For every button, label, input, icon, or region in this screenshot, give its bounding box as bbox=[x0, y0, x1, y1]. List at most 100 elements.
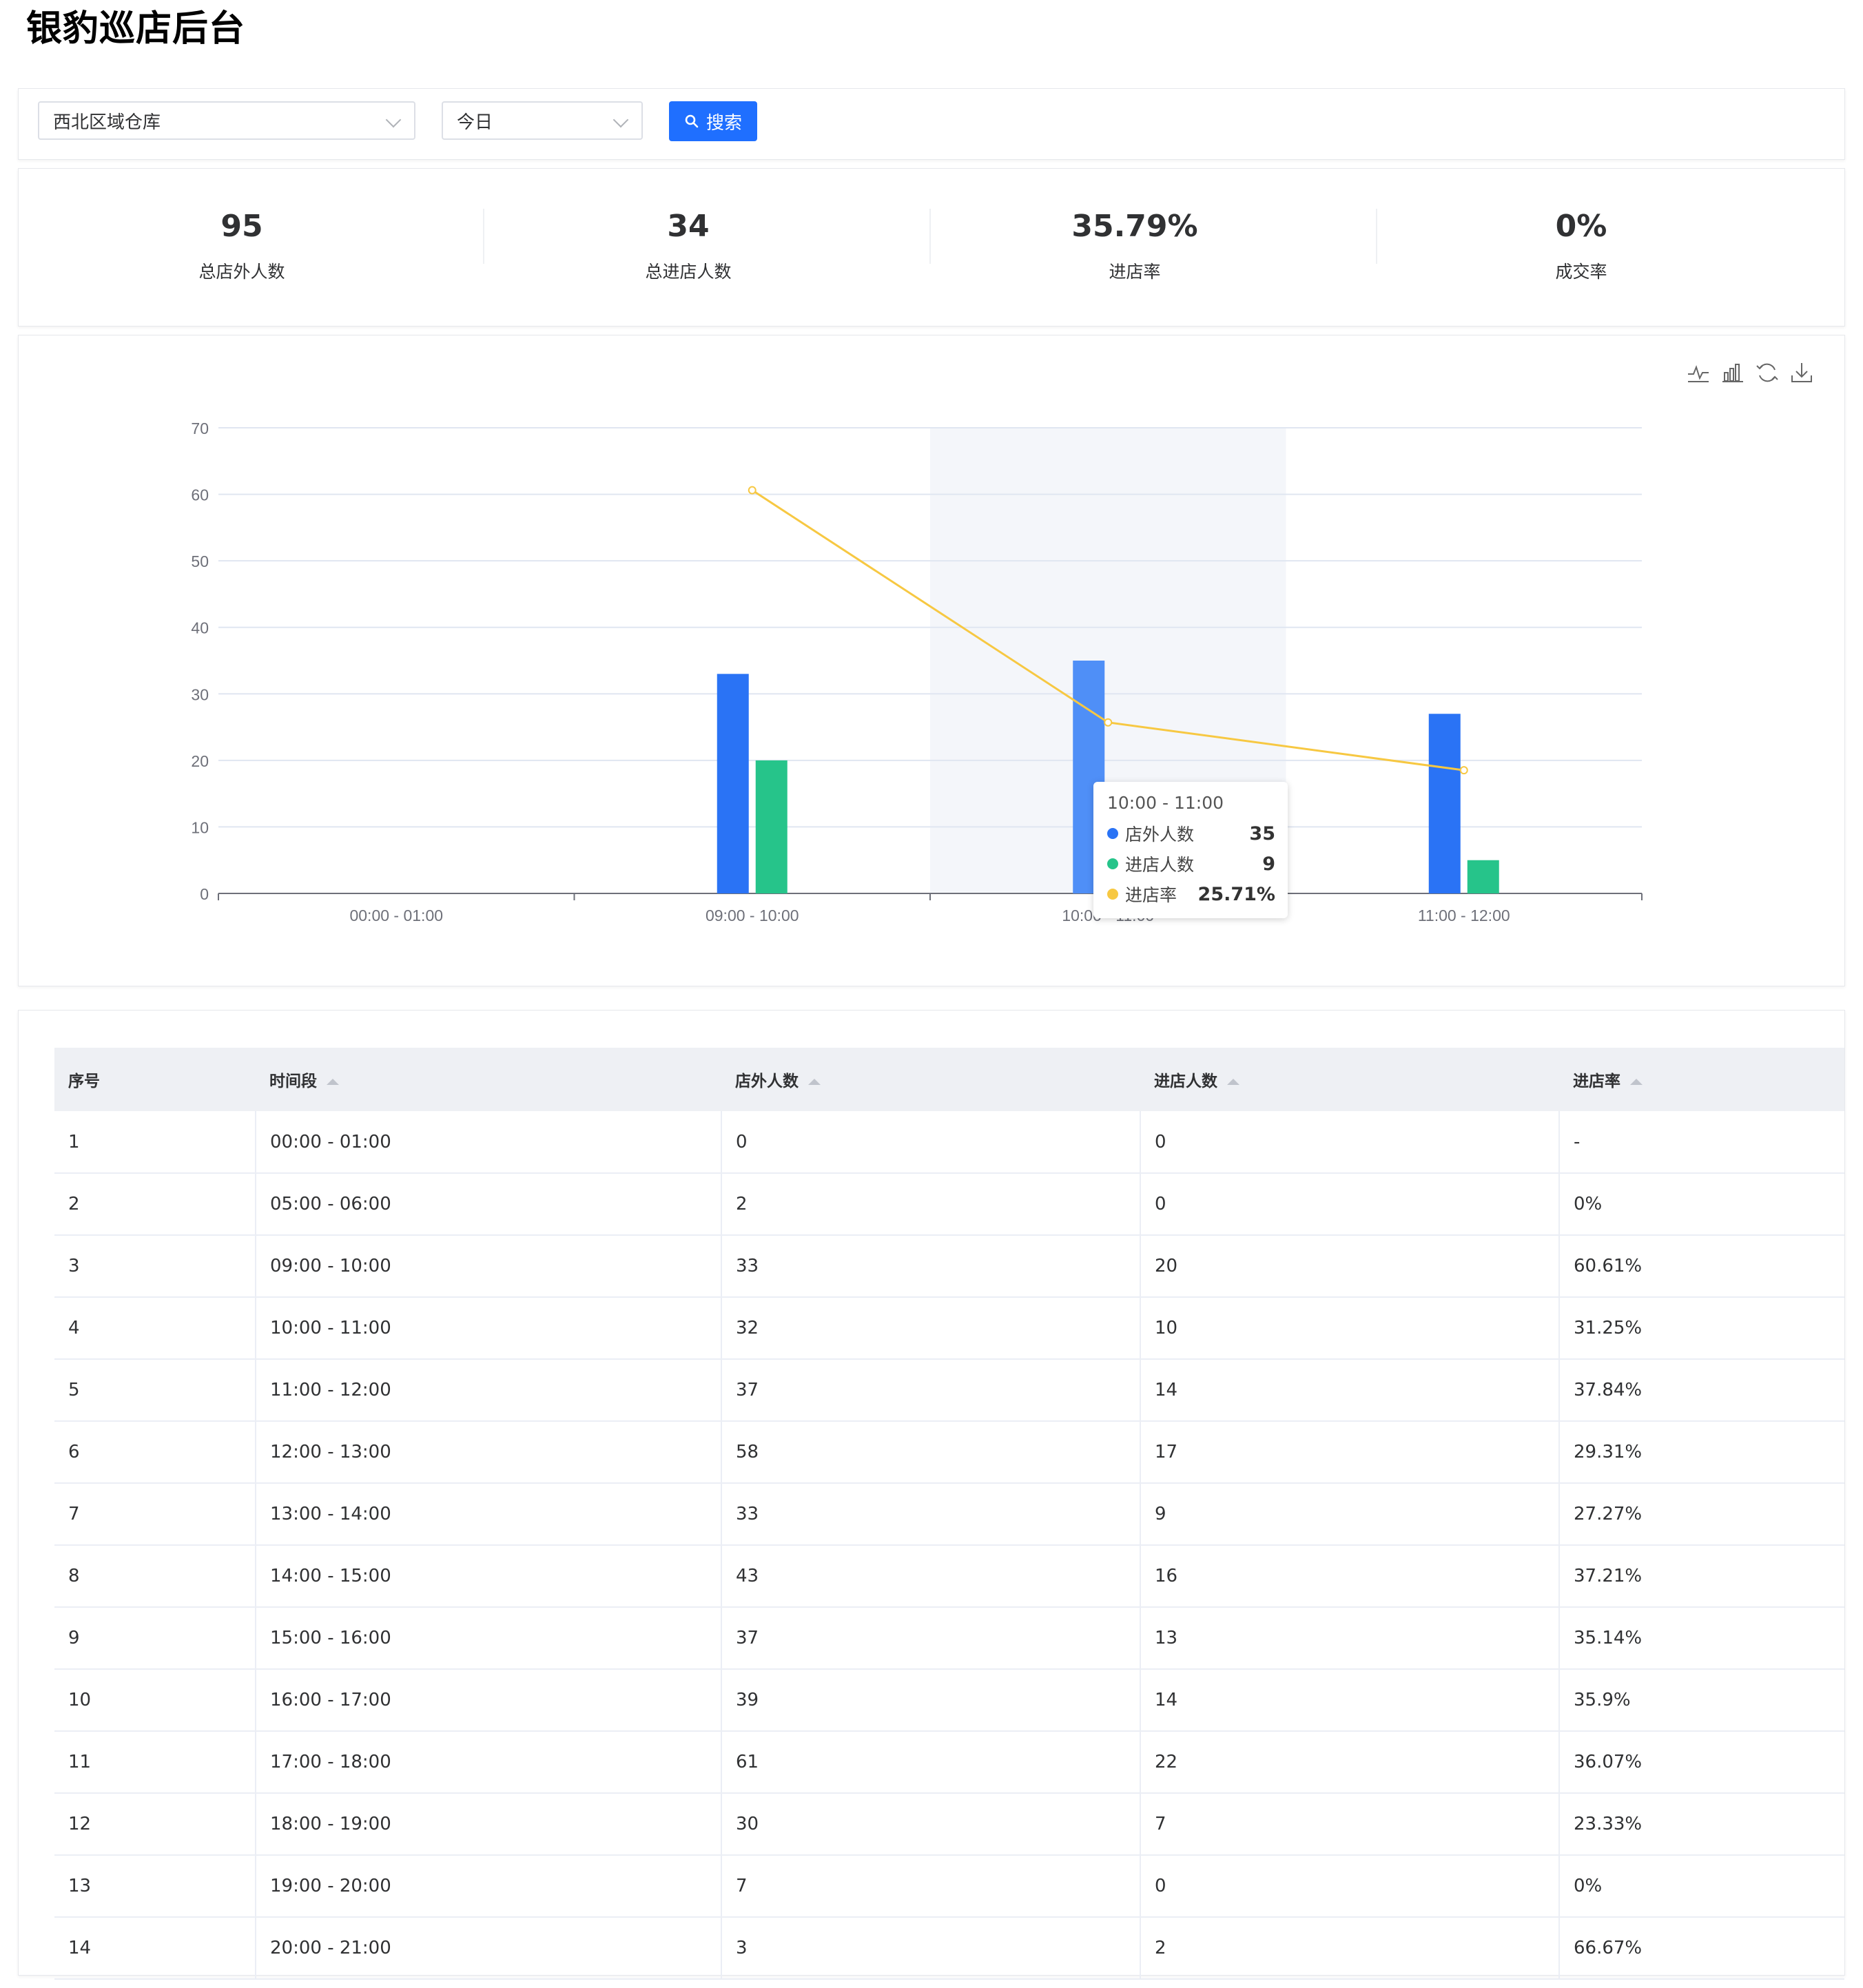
cell-outside: 37 bbox=[721, 1607, 1140, 1670]
cell-outside: 32 bbox=[721, 1297, 1140, 1360]
column-header-time[interactable]: 时间段 bbox=[256, 1048, 721, 1111]
sort-asc-icon[interactable] bbox=[1227, 1079, 1239, 1085]
date-select[interactable]: 今日 bbox=[442, 101, 643, 140]
bar-outside-count bbox=[1428, 714, 1461, 893]
stat-value: 95 bbox=[220, 209, 263, 244]
cell-index: 5 bbox=[54, 1359, 256, 1422]
cell-time: 14:00 - 15:00 bbox=[255, 1545, 721, 1608]
stat-entry-rate: 35.79% 进店率 bbox=[912, 169, 1358, 326]
column-header-entered[interactable]: 进店人数 bbox=[1140, 1048, 1559, 1111]
y-tick-label: 20 bbox=[191, 752, 209, 770]
table-row: 1 00:00 - 01:00 0 0- bbox=[54, 1111, 1844, 1174]
sort-asc-icon[interactable] bbox=[1630, 1079, 1643, 1085]
line-chart-icon[interactable] bbox=[1686, 360, 1711, 385]
download-icon[interactable] bbox=[1789, 360, 1814, 385]
y-tick-label: 10 bbox=[191, 818, 209, 836]
bar-outside-count bbox=[717, 674, 749, 893]
cell-time: 15:00 - 16:00 bbox=[255, 1607, 721, 1670]
cell-entered: 2 bbox=[1140, 1917, 1559, 1980]
cell-outside: 37 bbox=[721, 1359, 1140, 1422]
table-row: 12 18:00 - 19:00 30 7 23.33% bbox=[54, 1793, 1844, 1856]
region-select[interactable]: 西北区域仓库 bbox=[38, 101, 415, 140]
stat-value: 0% bbox=[1555, 209, 1607, 244]
tooltip-row: 进店人数 9 bbox=[1107, 852, 1275, 876]
table-row: 9 15:00 - 16:00 37 13 35.14% bbox=[54, 1607, 1844, 1670]
cell-entered: 7 bbox=[1140, 1793, 1559, 1856]
legend-dot bbox=[1107, 889, 1118, 900]
cell-entered: 0 bbox=[1140, 1173, 1559, 1236]
date-select-value: 今日 bbox=[457, 112, 493, 133]
entry-rate-point bbox=[1459, 766, 1468, 775]
column-header-outside[interactable]: 店外人数 bbox=[721, 1048, 1140, 1111]
cell-index: 13 bbox=[54, 1855, 256, 1918]
table-row: 7 13:00 - 14:00 33 9 27.27% bbox=[54, 1483, 1844, 1546]
cell-index: 14 bbox=[54, 1917, 256, 1980]
tooltip-series-value: 9 bbox=[1262, 853, 1275, 875]
cell-rate: 29.31% bbox=[1558, 1421, 1844, 1484]
filter-bar: 西北区域仓库 今日 搜索 bbox=[18, 88, 1845, 160]
tooltip-row: 店外人数 35 bbox=[1107, 822, 1275, 845]
stats-summary: 95 总店外人数 34 总进店人数 35.79% 进店率 0% 成交率 bbox=[18, 168, 1845, 327]
refresh-icon[interactable] bbox=[1755, 360, 1780, 385]
sort-asc-icon[interactable] bbox=[808, 1079, 821, 1085]
table-row: 5 11:00 - 12:00 37 14 37.84% bbox=[54, 1359, 1844, 1422]
cell-entered: 16 bbox=[1140, 1545, 1559, 1608]
y-tick-label: 70 bbox=[191, 420, 209, 437]
stat-value: 34 bbox=[667, 209, 710, 244]
cell-index: 9 bbox=[54, 1607, 256, 1670]
hourly-table: 序号 时间段 店外人数 进店人数 进店率 1 00:00 - 01:00 0 0-2 0… bbox=[54, 1048, 1844, 1980]
cell-outside: 7 bbox=[721, 1855, 1140, 1918]
tooltip-series-value: 35 bbox=[1249, 822, 1275, 845]
cell-time: 16:00 - 17:00 bbox=[255, 1669, 721, 1732]
search-button-label: 搜索 bbox=[706, 112, 742, 134]
table-row: 11 17:00 - 18:00 61 22 36.07% bbox=[54, 1731, 1844, 1794]
cell-time: 19:00 - 20:00 bbox=[255, 1855, 721, 1918]
table-row: 8 14:00 - 15:00 43 16 37.21% bbox=[54, 1545, 1844, 1608]
y-tick-label: 50 bbox=[191, 552, 209, 570]
table-row: 10 16:00 - 17:00 39 14 35.9% bbox=[54, 1669, 1844, 1732]
stat-value: 35.79% bbox=[1071, 209, 1198, 244]
cell-outside: 43 bbox=[721, 1545, 1140, 1608]
tooltip-series-value: 25.71% bbox=[1197, 883, 1275, 905]
cell-entered: 20 bbox=[1140, 1235, 1559, 1298]
table-header-row: 序号 时间段 店外人数 进店人数 进店率 bbox=[54, 1048, 1844, 1111]
tooltip-row: 进店率 25.71% bbox=[1107, 882, 1275, 906]
cell-rate: 31.25% bbox=[1558, 1297, 1844, 1360]
cell-rate: 60.61% bbox=[1558, 1235, 1844, 1298]
cell-rate: 35.9% bbox=[1558, 1669, 1844, 1732]
cell-rate: 66.67% bbox=[1558, 1917, 1844, 1980]
cell-entered: 14 bbox=[1140, 1359, 1559, 1422]
bar-entered-count bbox=[1467, 860, 1499, 893]
region-select-value: 西北区域仓库 bbox=[53, 112, 161, 133]
cell-outside: 0 bbox=[721, 1111, 1140, 1174]
table-row: 14 20:00 - 21:00 3 2 66.67% bbox=[54, 1917, 1844, 1980]
y-tick-label: 0 bbox=[200, 885, 209, 903]
search-button[interactable]: 搜索 bbox=[669, 101, 757, 141]
stat-label: 总进店人数 bbox=[645, 262, 732, 282]
cell-rate: 37.84% bbox=[1558, 1359, 1844, 1422]
cell-outside: 3 bbox=[721, 1917, 1140, 1980]
cell-time: 18:00 - 19:00 bbox=[255, 1793, 721, 1856]
entry-rate-point bbox=[1104, 718, 1113, 727]
x-tick-label: 09:00 - 10:00 bbox=[706, 907, 799, 924]
tooltip-title: 10:00 - 11:00 bbox=[1107, 793, 1224, 813]
cell-time: 10:00 - 11:00 bbox=[255, 1297, 721, 1360]
cell-outside: 33 bbox=[721, 1235, 1140, 1298]
hourly-table-panel: 序号 时间段 店外人数 进店人数 进店率 1 00:00 - 01:00 0 0-2 0… bbox=[18, 1010, 1845, 1980]
column-header-rate[interactable]: 进店率 bbox=[1559, 1048, 1844, 1111]
bar-chart-icon[interactable] bbox=[1720, 360, 1745, 385]
tooltip-series-name: 进店率 bbox=[1125, 885, 1177, 905]
sort-asc-icon[interactable] bbox=[327, 1079, 339, 1085]
stat-divider bbox=[929, 209, 931, 264]
chart-tooltip: 10:00 - 11:00 店外人数 35 进店人数 9 进店率 25.71% bbox=[1093, 782, 1288, 918]
cell-entered: 13 bbox=[1140, 1607, 1559, 1670]
cell-outside: 2 bbox=[721, 1173, 1140, 1236]
cell-time: 05:00 - 06:00 bbox=[255, 1173, 721, 1236]
x-tick-label: 00:00 - 01:00 bbox=[349, 907, 443, 924]
cell-rate: 27.27% bbox=[1558, 1483, 1844, 1546]
cell-index: 8 bbox=[54, 1545, 256, 1608]
cell-outside: 58 bbox=[721, 1421, 1140, 1484]
stat-label: 总店外人数 bbox=[198, 262, 285, 282]
chart-panel: 0 10 20 30 40 50 60 70 00:00 - 01:00 09:00 - 10:0… bbox=[18, 335, 1845, 986]
cell-entered: 0 bbox=[1140, 1855, 1559, 1918]
